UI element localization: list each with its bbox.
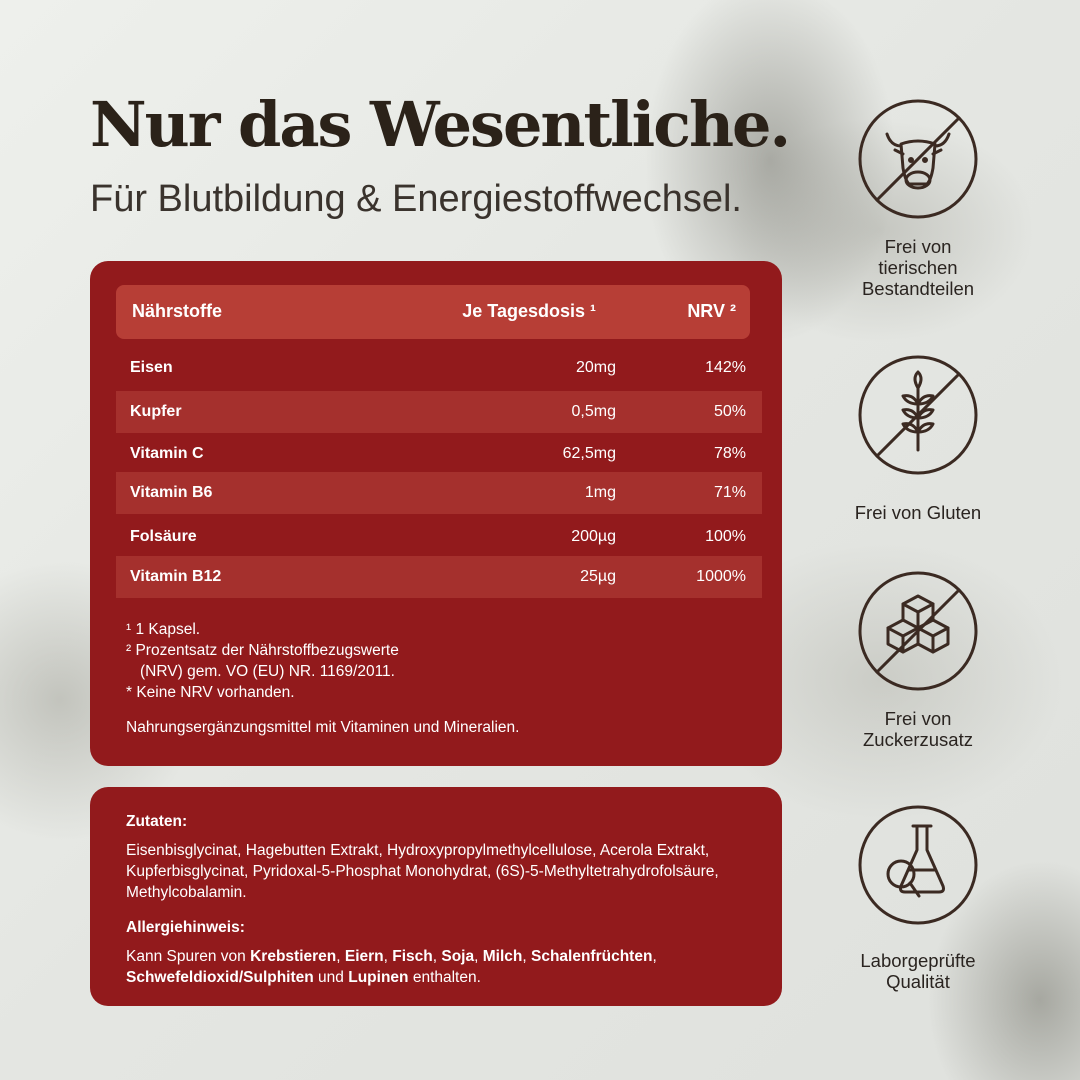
allergy-text: Kann Spuren von Krebstieren, Eiern, Fisc…: [126, 948, 657, 986]
badge-label: Laborgeprüfte Qualität: [838, 950, 998, 992]
allergy-and: und: [313, 969, 349, 986]
nutrient-name: Vitamin C: [130, 445, 204, 462]
footnote-2-cont: (NRV) gem. VO (EU) NR. 1169/2011.: [140, 663, 395, 680]
nutrient-name: Vitamin B12: [130, 568, 222, 585]
allergy-title: Allergiehinweis:: [126, 919, 245, 936]
allergen: Soja: [441, 948, 475, 965]
footnotes: ¹ 1 Kapsel. ² Prozentsatz der Nährstoffb…: [126, 619, 519, 738]
ingredients-text: Eisenbisglycinat, Hagebutten Extrakt, Hy…: [126, 842, 719, 901]
nutrient-dose: 1mg: [584, 484, 616, 501]
product-type-note: Nahrungsergänzungsmittel mit Vitaminen u…: [126, 719, 520, 736]
table-row: Kupfer 0,5mg 50%: [116, 391, 762, 433]
footnote-2: ² Prozentsatz der Nährstoffbezugswerte: [126, 642, 399, 659]
table-row: Eisen 20mg 142%: [116, 347, 762, 389]
nutrient-dose: 20mg: [575, 359, 616, 376]
no-sugar-icon: [858, 571, 978, 691]
nutrient-nrv: 1000%: [696, 568, 746, 585]
ingredients-card: Zutaten: Eisenbisglycinat, Hagebutten Ex…: [90, 787, 782, 1006]
badge-line: Bestandteilen: [861, 278, 975, 299]
badge-line: Laborgeprüfte: [860, 950, 976, 971]
badge-label: Frei von tierischen Bestandteilen: [838, 236, 998, 299]
nutrient-name: Kupfer: [130, 403, 182, 420]
nutrient-nrv: 71%: [713, 484, 746, 501]
allergy-suffix: enthalten.: [408, 969, 481, 986]
lab-tested-icon: [858, 805, 978, 925]
header-nrv: NRV ²: [687, 301, 736, 321]
badge-line: Qualität: [886, 971, 950, 992]
allergen: Schwefeldioxid/Sulphiten: [126, 969, 314, 986]
nutrient-name: Folsäure: [130, 528, 197, 545]
badge-line: Frei von Gluten: [854, 502, 982, 523]
badge-no-gluten: Frei von Gluten: [838, 354, 998, 523]
nutrient-nrv: 100%: [705, 528, 746, 545]
no-animal-icon: [858, 99, 978, 219]
table-row: Folsäure 200µg 100%: [116, 516, 762, 558]
header-dose: Je Tagesdosis ¹: [462, 301, 596, 321]
badge-line: Frei von: [884, 708, 952, 729]
badge-no-sugar: Frei von Zuckerzusatz: [838, 570, 998, 750]
table-header: Nährstoffe Je Tagesdosis ¹ NRV ²: [116, 285, 750, 339]
ingredients-title: Zutaten:: [126, 813, 188, 830]
badge-label: Frei von Gluten: [838, 502, 998, 523]
badge-label: Frei von Zuckerzusatz: [838, 708, 998, 750]
nutrient-nrv: 142%: [705, 359, 746, 376]
table-row: Vitamin C 62,5mg 78%: [116, 433, 762, 475]
footnote-1: ¹ 1 Kapsel.: [126, 621, 201, 638]
allergy-prefix: Kann Spuren von: [126, 948, 251, 965]
footnote-3: * Keine NRV vorhanden.: [126, 684, 295, 701]
allergen: Eiern: [344, 948, 384, 965]
table-row: Vitamin B12 25µg 1000%: [116, 556, 762, 598]
allergen: Schalenfrüchten: [530, 948, 653, 965]
header-nutrient: Nährstoffe: [132, 301, 223, 321]
badge-line: Frei von: [884, 236, 952, 257]
nutrition-card: Nährstoffe Je Tagesdosis ¹ NRV ² Eisen 2…: [90, 261, 782, 766]
badge-line: Zuckerzusatz: [862, 729, 973, 750]
allergen: Krebstieren: [250, 948, 337, 965]
page-title: Nur das Wesentliche.: [90, 88, 791, 161]
nutrient-dose: 25µg: [580, 568, 616, 585]
nutrient-dose: 62,5mg: [562, 445, 616, 462]
allergen: Lupinen: [348, 969, 409, 986]
allergen: Milch: [482, 948, 523, 965]
no-gluten-icon: [858, 355, 978, 475]
allergen: Fisch: [392, 948, 433, 965]
page-subtitle: Für Blutbildung & Energiestoffwechsel.: [90, 178, 742, 220]
nutrient-name: Eisen: [130, 359, 173, 376]
nutrient-dose: 0,5mg: [571, 403, 616, 420]
badge-no-animal: Frei von tierischen Bestandteilen: [838, 98, 998, 299]
nutrient-nrv: 78%: [713, 445, 746, 462]
nutrient-dose: 200µg: [571, 528, 616, 545]
badge-lab-tested: Laborgeprüfte Qualität: [838, 804, 998, 992]
nutrient-nrv: 50%: [713, 403, 746, 420]
nutrient-name: Vitamin B6: [130, 484, 213, 501]
table-row: Vitamin B6 1mg 71%: [116, 472, 762, 514]
badge-line: tierischen: [878, 257, 958, 278]
